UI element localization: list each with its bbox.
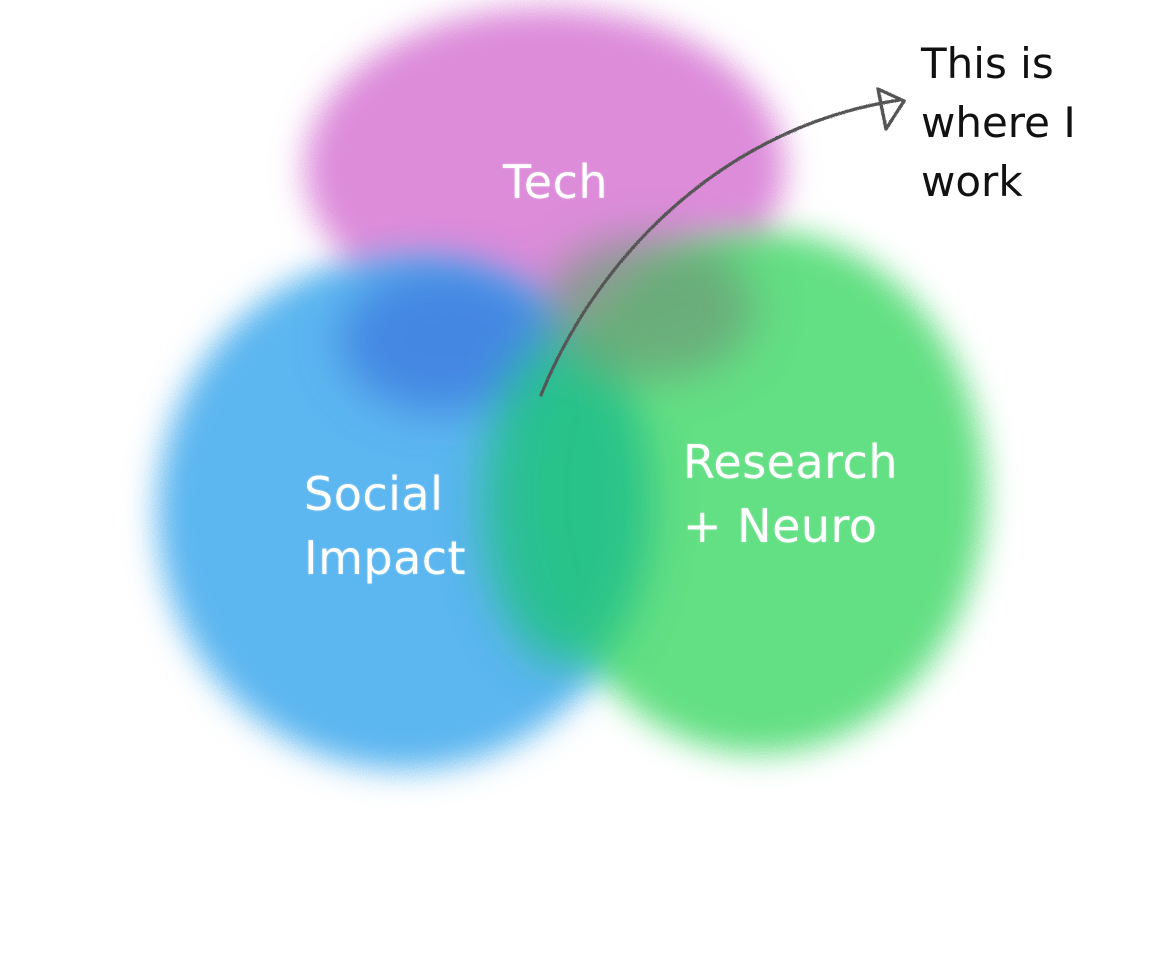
annotation-line-2: where I	[921, 98, 1076, 147]
research-neuro-label: Research + Neuro	[683, 430, 898, 558]
annotation-arrow	[539, 87, 906, 397]
annotation-line-3: work	[921, 157, 1023, 206]
research-neuro-label-line-1: Research	[683, 435, 898, 489]
tech-social-overlap	[340, 268, 550, 412]
annotation-note: This is where I work	[921, 34, 1076, 211]
social-impact-label-line-1: Social	[304, 467, 444, 521]
social-impact-label-line-2: Impact	[304, 531, 467, 585]
arrow-head	[876, 87, 906, 131]
tech-research-overlap	[545, 238, 755, 378]
overlap-regions	[340, 238, 755, 665]
tech-label-line: Tech	[503, 155, 609, 209]
research-neuro-label-line-2: + Neuro	[683, 499, 878, 553]
arrow-shaft	[539, 98, 902, 397]
tech-label: Tech	[503, 150, 608, 214]
social-research-overlap	[483, 335, 647, 665]
social-impact-label: Social Impact	[304, 462, 466, 590]
annotation-line-1: This is	[921, 39, 1054, 88]
